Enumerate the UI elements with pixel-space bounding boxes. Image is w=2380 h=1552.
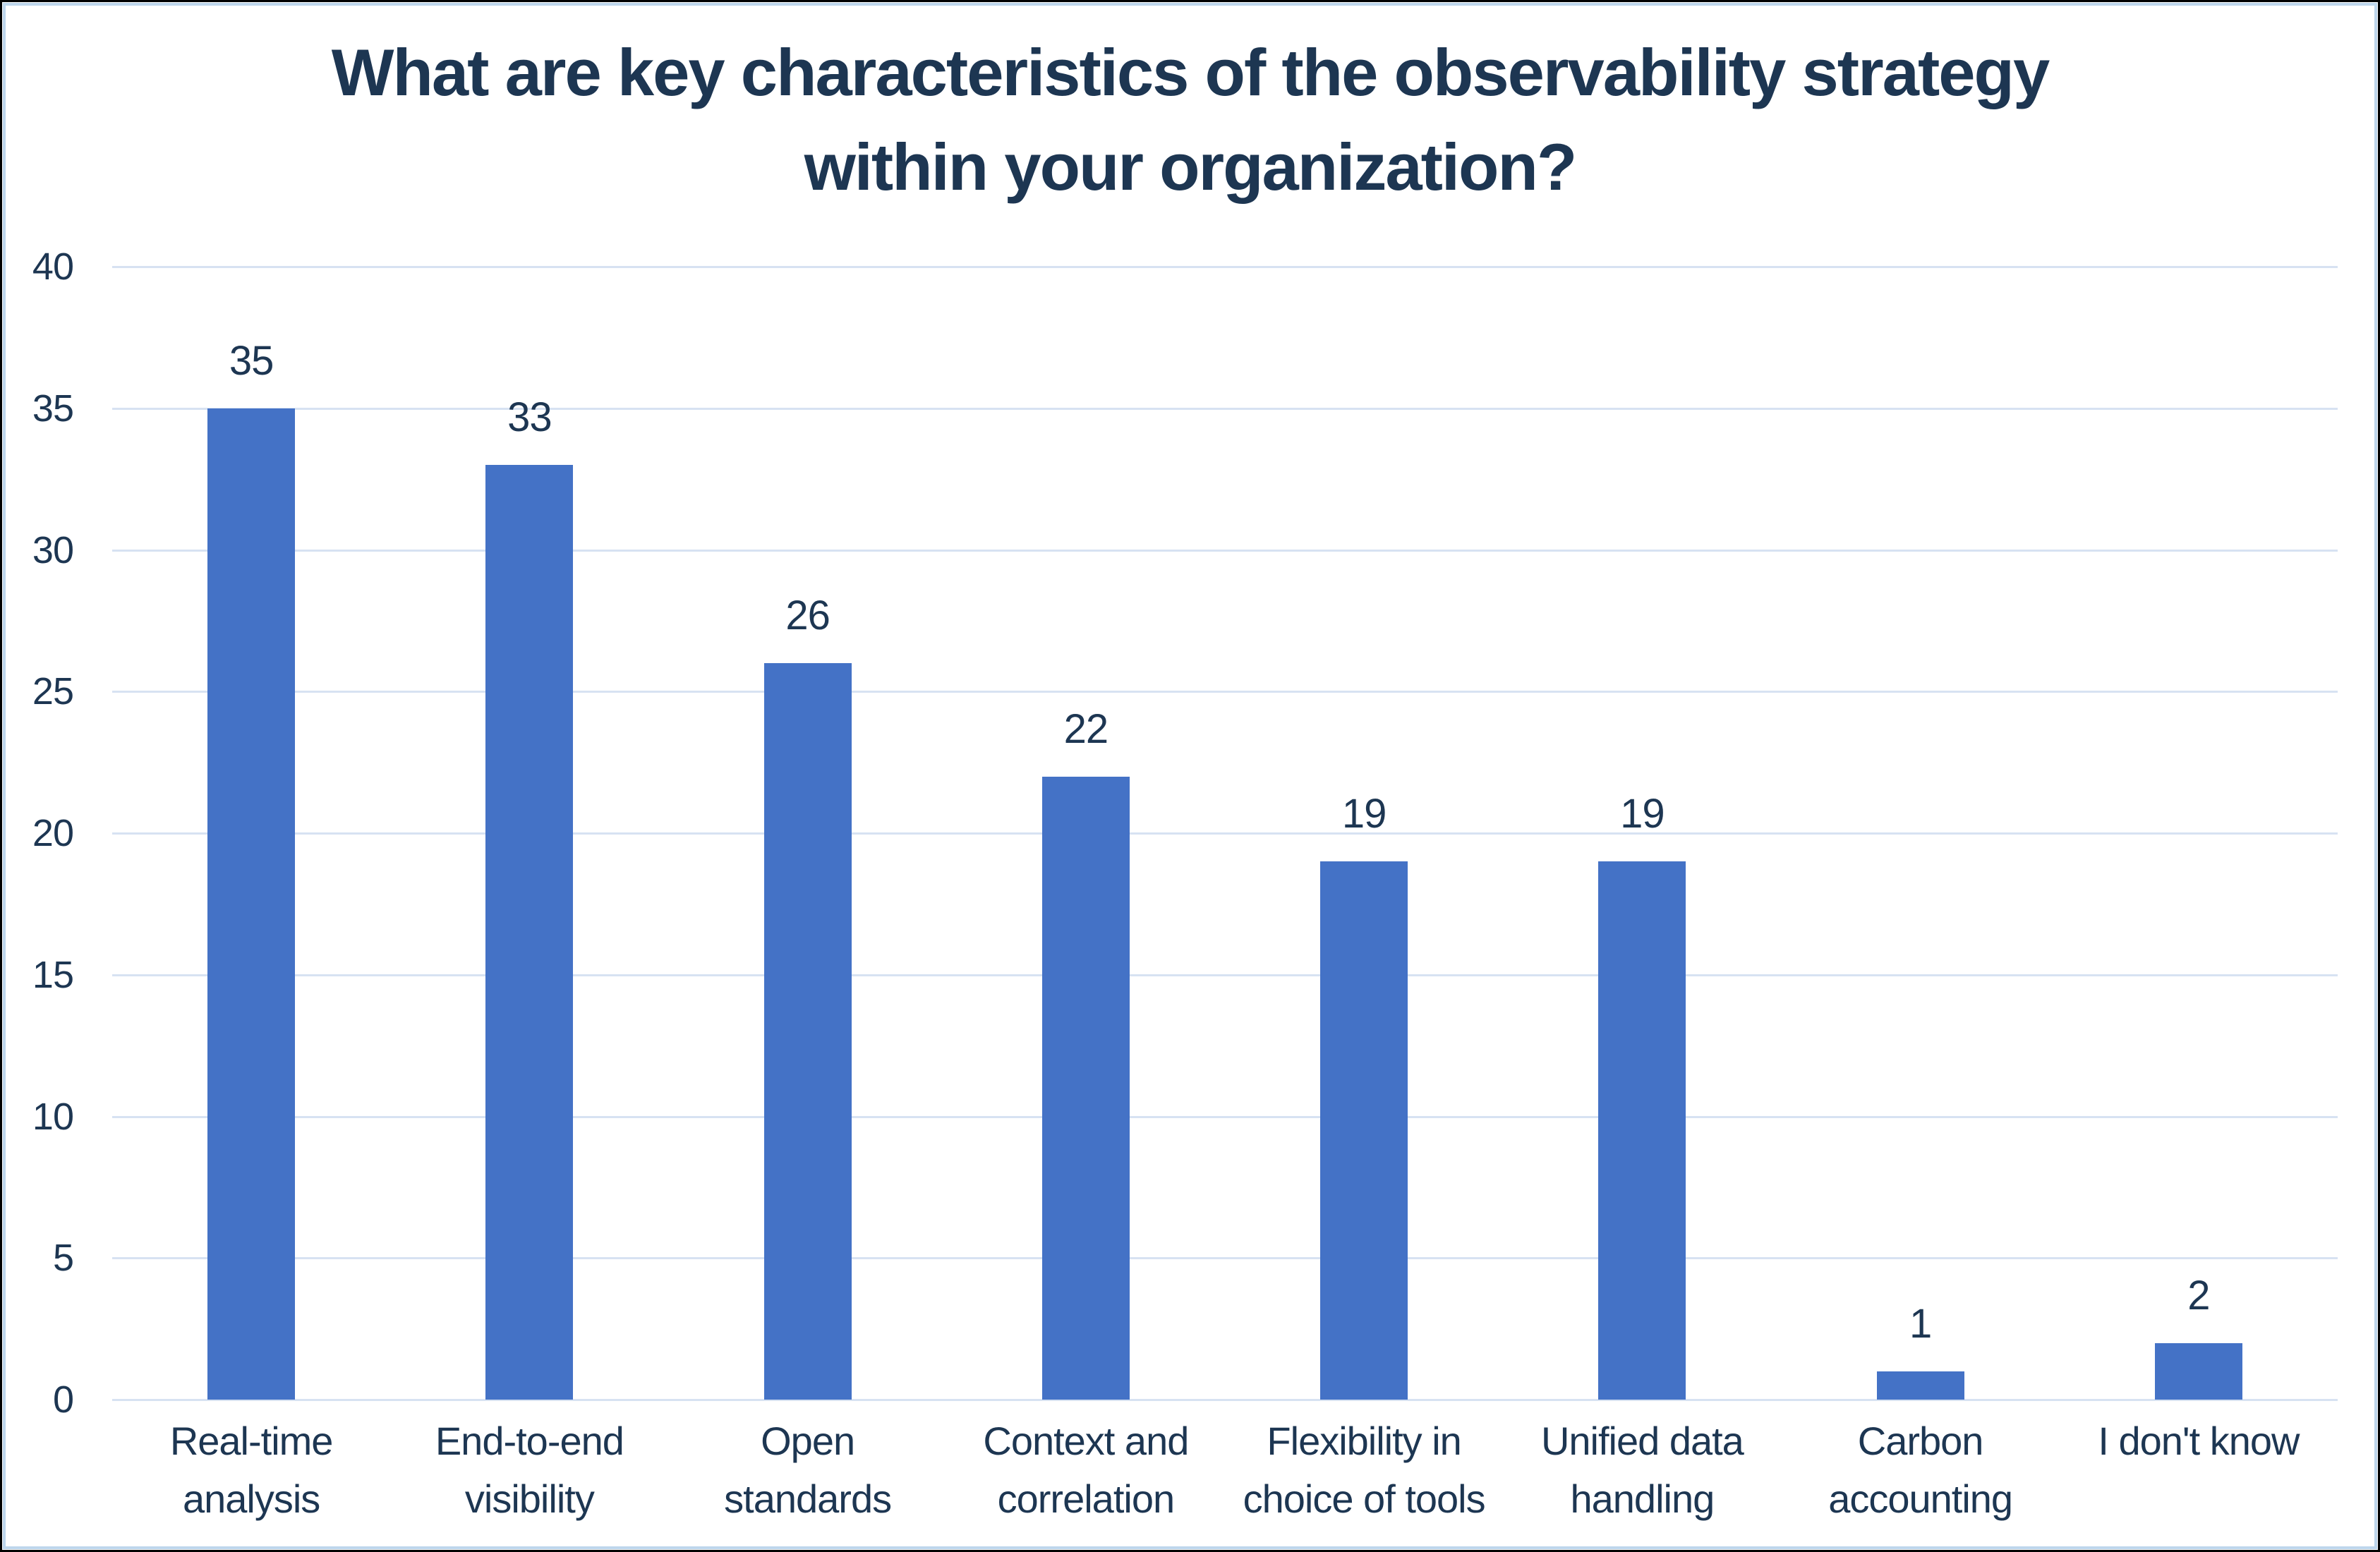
gridline bbox=[112, 266, 2338, 268]
bar bbox=[1320, 861, 1408, 1400]
chart-title-line2: within your organization? bbox=[804, 130, 1578, 204]
plot-area: 35 33 26 22 19 19 1 2 bbox=[112, 266, 2338, 1401]
x-axis: Real-time analysis End-to-end visibility Ope… bbox=[112, 1412, 2338, 1552]
category-label-line: Carbon bbox=[1857, 1419, 1984, 1463]
category-label-line: Open bbox=[761, 1419, 855, 1463]
bar-value-label: 2 bbox=[2187, 1272, 2210, 1318]
chart-title: What are key characteristics of the obse… bbox=[0, 25, 2380, 214]
bar bbox=[763, 663, 852, 1400]
bar-value-label: 22 bbox=[1063, 705, 1109, 752]
y-axis-tick-label: 5 bbox=[52, 1237, 74, 1280]
gridline bbox=[112, 407, 2338, 410]
category-label: Carbon accounting bbox=[1782, 1412, 2060, 1528]
category-label: Unified data handling bbox=[1503, 1412, 1781, 1528]
bar-value-label: 33 bbox=[507, 394, 552, 441]
gridline bbox=[112, 691, 2338, 693]
y-axis-tick-label: 10 bbox=[32, 1095, 74, 1138]
y-axis-tick-label: 25 bbox=[32, 670, 74, 713]
bar-value-label: 35 bbox=[229, 337, 274, 384]
y-axis-tick-label: 30 bbox=[32, 528, 74, 571]
category-label: Real-time analysis bbox=[112, 1412, 390, 1528]
gridline bbox=[112, 832, 2338, 835]
category-label-line: Real-time bbox=[169, 1419, 334, 1463]
y-axis-tick-label: 15 bbox=[32, 953, 74, 996]
category-label-line: handling bbox=[1570, 1477, 1715, 1521]
y-axis: 40 35 30 25 20 15 10 5 0 bbox=[0, 0, 74, 1552]
bar bbox=[207, 408, 296, 1400]
y-axis-tick-label: 35 bbox=[32, 387, 74, 430]
category-label-line: Flexibility in bbox=[1267, 1419, 1461, 1463]
bar-value-label: 1 bbox=[1909, 1300, 1932, 1347]
bar bbox=[1876, 1371, 1964, 1400]
y-axis-tick-label: 40 bbox=[32, 245, 74, 288]
category-label: I don't know bbox=[2060, 1412, 2338, 1470]
category-label-line: Context and bbox=[983, 1419, 1189, 1463]
gridline bbox=[112, 549, 2338, 552]
bar bbox=[1598, 861, 1686, 1400]
category-label: Open standards bbox=[669, 1412, 947, 1528]
category-label-line: visibility bbox=[464, 1477, 595, 1521]
bar bbox=[2154, 1342, 2242, 1400]
category-label-line: standards bbox=[724, 1477, 892, 1521]
category-label-line: correlation bbox=[997, 1477, 1175, 1521]
category-label-line: choice of tools bbox=[1243, 1477, 1486, 1521]
y-axis-tick-label: 0 bbox=[52, 1378, 74, 1421]
category-label-line: accounting bbox=[1828, 1477, 2013, 1521]
category-label-line: Unified data bbox=[1540, 1419, 1744, 1463]
category-label: Context and correlation bbox=[947, 1412, 1225, 1528]
category-label: Flexibility in choice of tools bbox=[1225, 1412, 1503, 1528]
category-label-line: analysis bbox=[182, 1477, 320, 1521]
bar bbox=[1041, 776, 1130, 1400]
bar bbox=[485, 465, 574, 1400]
bar-value-label: 19 bbox=[1341, 791, 1387, 837]
category-label-line: End-to-end bbox=[435, 1419, 624, 1463]
bar-value-label: 19 bbox=[1620, 791, 1665, 837]
category-label-line: I don't know bbox=[2098, 1419, 2300, 1463]
gridline bbox=[112, 1115, 2338, 1118]
gridline bbox=[112, 1399, 2338, 1401]
chart-title-line1: What are key characteristics of the obse… bbox=[331, 35, 2050, 109]
gridline bbox=[112, 974, 2338, 976]
bar-value-label: 26 bbox=[785, 593, 830, 639]
gridline bbox=[112, 1257, 2338, 1260]
y-axis-tick-label: 20 bbox=[32, 812, 74, 854]
category-label: End-to-end visibility bbox=[390, 1412, 668, 1528]
